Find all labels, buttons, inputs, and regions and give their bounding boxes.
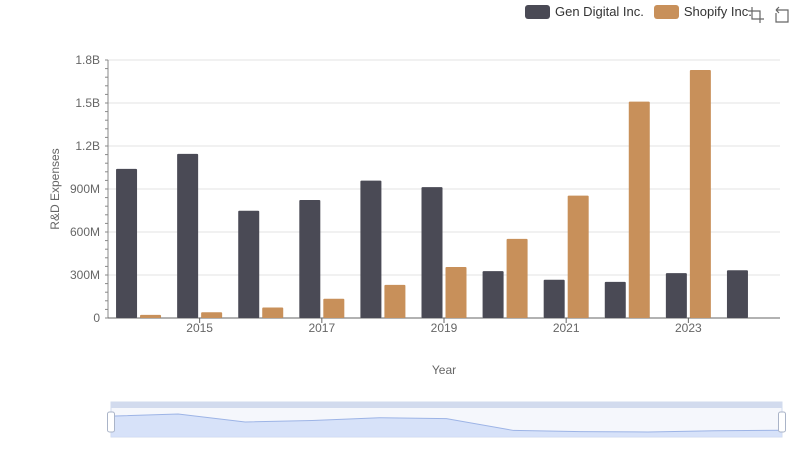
y-tick-label: 1.2B [75,139,100,153]
bar-gen-digital-2022[interactable] [604,281,626,318]
x-axis: 2015 2017 2019 2021 2023 [108,317,780,335]
y-axis: 0 300M 600M 900M 1.2B 1.5B 1.8B [70,53,109,325]
bar-shopify-2022[interactable] [628,101,650,318]
x-tick-label: 2021 [553,321,580,335]
bar-gen-digital-2017[interactable] [299,200,321,318]
bar-gen-digital-2016[interactable] [238,210,260,318]
y-tick-label: 0 [93,311,100,325]
zoom-slider-top-band [111,402,782,408]
y-axis-label: R&D Expenses [48,148,62,229]
x-tick-label: 2017 [308,321,335,335]
y-tick-label: 900M [70,182,100,196]
y-tick-label: 300M [70,268,100,282]
bar-shopify-2023[interactable] [689,70,711,319]
bar-shopify-2014[interactable] [140,314,162,318]
bar-gen-digital-2021[interactable] [543,279,565,318]
zoom-slider-left-handle[interactable] [107,411,115,433]
bar-gen-digital-2019[interactable] [421,187,443,318]
bar-shopify-2016[interactable] [262,307,284,318]
y-tick-label: 1.5B [75,96,100,110]
zoom-slider-line [110,413,783,433]
y-tick-label: 600M [70,225,100,239]
legend-item-gen-digital[interactable]: Gen Digital Inc. [525,4,644,19]
x-axis-label: Year [432,363,456,377]
restore-icon[interactable] [773,6,791,24]
bars-group [116,70,748,319]
legend-label-gen-digital: Gen Digital Inc. [555,4,644,19]
y-tick-label: 1.8B [75,53,100,67]
x-tick-label: 2023 [675,321,702,335]
legend-label-shopify: Shopify Inc. [683,4,752,19]
bar-shopify-2015[interactable] [201,312,223,318]
legend-swatch-gen-digital [525,4,550,19]
bar-gen-digital-2023[interactable] [665,273,687,318]
zoom-slider[interactable] [107,401,786,438]
bar-shopify-2019[interactable] [445,266,467,318]
zoom-slider-right-handle[interactable] [778,411,786,433]
bar-shopify-2020[interactable] [506,238,528,318]
grid-lines [108,59,780,276]
legend-swatch-shopify [653,4,679,19]
bar-shopify-2021[interactable] [567,195,589,318]
zoom-slider-area [111,414,782,437]
bar-gen-digital-2015[interactable] [177,153,199,318]
bar-gen-digital-2018[interactable] [360,180,382,318]
bar-gen-digital-2024[interactable] [726,270,748,318]
x-tick-label: 2015 [186,321,213,335]
bar-gen-digital-2020[interactable] [482,271,504,318]
bar-shopify-2017[interactable] [323,298,345,318]
bar-shopify-2018[interactable] [384,284,406,318]
x-tick-label: 2019 [431,321,458,335]
bar-gen-digital-2014[interactable] [116,168,138,318]
legend: Gen Digital Inc. Shopify Inc. [525,4,762,19]
legend-item-shopify[interactable]: Shopify Inc. [653,4,752,19]
zoom-icon[interactable] [747,6,765,24]
